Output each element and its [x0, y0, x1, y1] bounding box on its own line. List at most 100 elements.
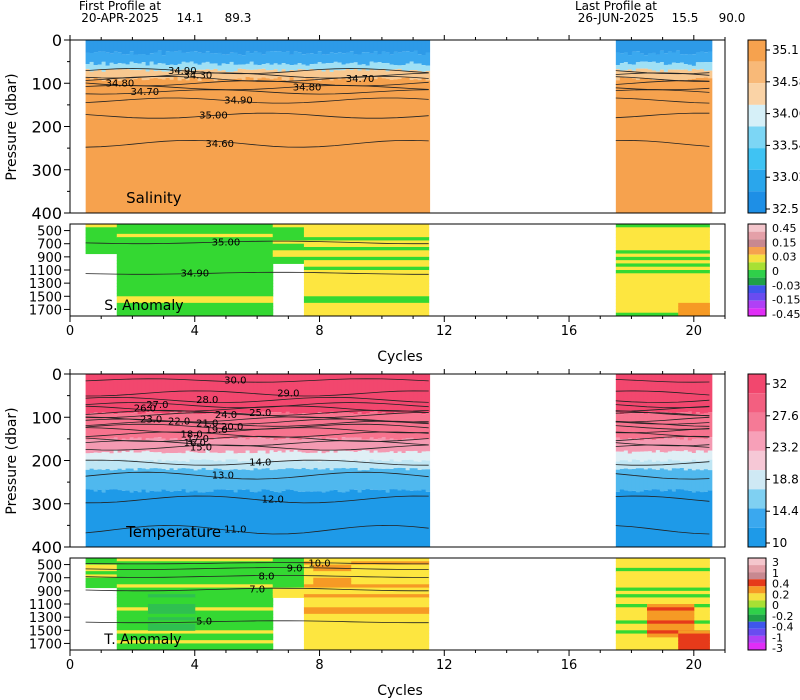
anomaly-cell — [313, 564, 352, 569]
profile-cell — [341, 459, 347, 468]
profile-cell — [105, 459, 111, 470]
profile-cell — [345, 468, 351, 492]
profile-cell — [301, 40, 307, 55]
anomaly-cell — [85, 584, 118, 589]
profile-cell — [217, 489, 223, 547]
anomaly-cell — [303, 237, 430, 241]
profile-cell — [631, 51, 637, 65]
profile-cell — [703, 452, 709, 461]
profile-cell — [233, 52, 239, 65]
anomaly-cell — [678, 646, 710, 651]
profile-cell — [309, 460, 315, 470]
profile-cell — [113, 450, 119, 460]
profile-cell — [353, 452, 359, 460]
profile-cell — [101, 40, 107, 52]
profile-cell — [679, 451, 685, 462]
profile-cell — [699, 62, 705, 70]
profile-cell — [97, 374, 103, 414]
profile-cell — [381, 51, 387, 64]
profile-cell — [253, 40, 259, 52]
profile-cell — [185, 80, 191, 213]
profile-cell — [221, 374, 227, 412]
anomaly-cell — [147, 600, 196, 605]
profile-cell — [197, 439, 203, 454]
colorbar-tick-label: 34.58 — [772, 75, 800, 89]
profile-cell — [695, 374, 701, 413]
profile-cell — [281, 490, 287, 547]
profile-cell — [413, 50, 419, 64]
profile-cell — [85, 40, 91, 53]
first-profile-lon: 89.3 — [225, 11, 252, 25]
profile-cell — [619, 451, 625, 461]
profile-cell — [413, 79, 419, 214]
anomaly-cell — [303, 584, 430, 589]
profile-cell — [329, 374, 335, 412]
colorbar-tick-label: 27.6 — [772, 409, 799, 423]
profile-cell — [125, 490, 131, 547]
profile-cell — [413, 490, 419, 547]
profile-cell — [325, 459, 331, 469]
profile-cell — [405, 451, 411, 460]
anomaly-cell — [116, 247, 274, 251]
profile-cell — [213, 40, 219, 54]
profile-cell — [381, 452, 387, 462]
x-tick-label-top: 12 — [436, 658, 453, 673]
colorbar-swatch — [748, 593, 766, 601]
profile-cell — [149, 459, 155, 469]
anomaly-cell — [116, 312, 274, 317]
contour-label: 35.00 — [199, 111, 228, 122]
profile-cell — [321, 439, 327, 454]
profile-cell — [201, 453, 207, 460]
profile-cell — [333, 53, 339, 62]
profile-cell — [361, 64, 367, 69]
profile-cell — [269, 70, 275, 80]
profile-cell — [165, 469, 171, 491]
profile-cell — [249, 470, 255, 492]
profile-cell — [89, 40, 95, 54]
profile-cell — [707, 490, 713, 547]
profile-cell — [225, 412, 231, 440]
y-tick-label: 200 — [31, 118, 62, 137]
profile-cell — [213, 414, 219, 438]
anomaly-contour — [85, 271, 429, 275]
profile-cell — [309, 414, 315, 438]
profile-cell — [337, 440, 343, 451]
anomaly-cell — [615, 279, 710, 284]
contour-line — [85, 412, 710, 419]
x-tick-label-top: 4 — [191, 658, 199, 673]
profile-cell — [329, 80, 335, 213]
profile-cell — [233, 492, 239, 547]
profile-cell — [369, 77, 375, 213]
profile-cell — [85, 64, 91, 69]
profile-cell — [321, 71, 327, 79]
profile-cell — [643, 413, 649, 439]
profile-cell — [627, 77, 633, 214]
y-tick-label: 0 — [52, 31, 62, 50]
profile-cell — [149, 468, 155, 491]
profile-cell — [269, 64, 275, 71]
profile-cell — [631, 412, 637, 440]
profile-cell — [189, 61, 195, 71]
profile-cell — [193, 490, 199, 547]
profile-cell — [679, 62, 685, 70]
profile-cell — [237, 54, 243, 65]
profile-cell — [249, 40, 255, 54]
anomaly-cell — [303, 266, 430, 271]
profile-cell — [137, 492, 143, 547]
profile-cell — [679, 461, 685, 469]
profile-cell — [619, 414, 625, 440]
profile-cell — [409, 437, 415, 452]
profile-cell — [221, 439, 227, 453]
profile-cell — [301, 64, 307, 70]
profile-cell — [269, 40, 275, 52]
profile-cell — [165, 71, 171, 78]
profile-cell — [109, 438, 115, 454]
colorbar-swatch — [748, 600, 766, 608]
profile-cell — [97, 79, 103, 214]
anomaly-cell — [116, 636, 274, 641]
profile-cell — [615, 65, 621, 70]
profile-cell — [233, 64, 239, 72]
profile-cell — [169, 438, 175, 454]
profile-cell — [121, 40, 127, 55]
profile-cell — [675, 80, 681, 213]
